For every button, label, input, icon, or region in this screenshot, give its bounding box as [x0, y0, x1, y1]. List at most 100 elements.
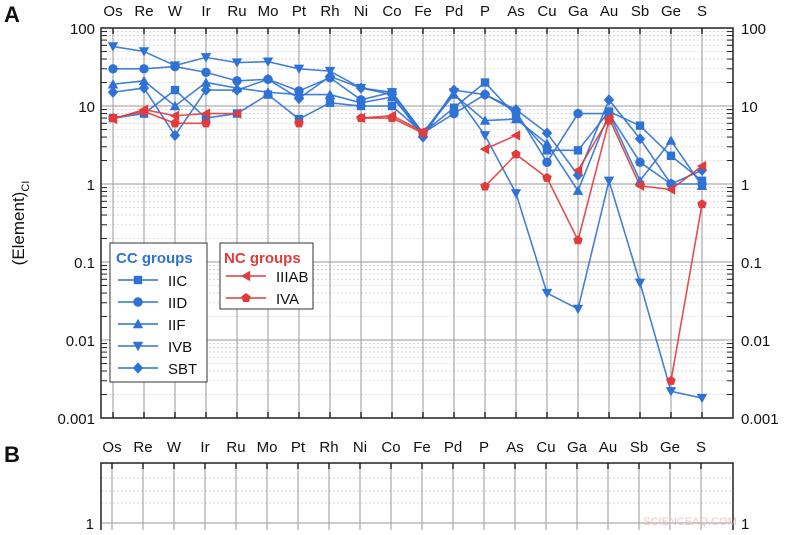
- data-point-iid-ga: [573, 108, 583, 119]
- data-point-iic-p: [480, 78, 490, 87]
- data-point-iid-pd: [449, 108, 459, 119]
- data-point-iiiab-ge: [665, 184, 676, 195]
- data-point-sbt-ni: [355, 82, 367, 94]
- data-point-iif-as: [510, 113, 522, 124]
- data-point-iid-os: [108, 64, 118, 74]
- series-line-sbt: [112, 75, 703, 186]
- data-point-sbt-rh: [324, 70, 336, 83]
- series-sbt: [107, 70, 708, 190]
- series-line-ivb: [112, 45, 703, 399]
- data-point-ivb-os: [107, 42, 119, 52]
- panel-b-category-label-ni: Ni: [353, 439, 367, 456]
- legend-label-ivb: IVB: [168, 339, 192, 356]
- data-point-iic-cu: [542, 146, 552, 155]
- data-point-ivb-w: [169, 61, 181, 71]
- data-point-sbt-pd: [448, 84, 460, 96]
- legend-marker-ivb: [132, 341, 144, 352]
- data-point-ivb-p: [479, 131, 491, 141]
- data-point-iiiab-sb: [634, 180, 645, 191]
- data-point-sbt-pt: [293, 92, 305, 105]
- series-iva: [108, 106, 707, 385]
- watermark: SCIENCEAQ.COM: [643, 516, 737, 528]
- data-point-iva-fe: [418, 128, 428, 138]
- data-point-iif-cu: [541, 138, 553, 148]
- data-point-iic-sb: [635, 121, 645, 130]
- legend-label-iid: IID: [168, 295, 187, 312]
- y-tick-label-right: 0.01: [741, 333, 770, 350]
- panel-b-category-label-ru: Ru: [226, 439, 245, 456]
- panel-a-series: [107, 42, 708, 404]
- data-point-sbt-p: [479, 88, 491, 101]
- data-point-ivb-ir: [200, 53, 212, 63]
- category-label-ga: Ga: [568, 3, 589, 20]
- data-point-iif-mo: [262, 87, 274, 97]
- y-tick-label-right: 100: [741, 21, 766, 38]
- category-label-pt: Pt: [292, 3, 307, 20]
- data-point-iif-os: [107, 79, 119, 89]
- data-point-iva-as: [511, 149, 521, 159]
- data-point-sbt-sb: [634, 133, 646, 145]
- panel-b-category-label-os: Os: [102, 439, 121, 456]
- panel-b-category-label-ge: Ge: [660, 439, 680, 456]
- data-point-sbt-w: [169, 129, 181, 142]
- series-line-iva: [112, 110, 206, 125]
- series-line-iiiab: [484, 134, 517, 150]
- data-point-iva-co: [387, 113, 397, 123]
- y-tick-label: 100: [70, 21, 95, 38]
- category-label-fe: Fe: [414, 3, 432, 20]
- category-label-os: Os: [103, 3, 122, 20]
- data-point-iif-p: [479, 115, 491, 125]
- data-point-iid-cu: [542, 157, 552, 167]
- data-point-iva-re: [139, 106, 149, 116]
- data-point-iva-au: [604, 115, 614, 125]
- legend-marker-iic: [133, 275, 143, 285]
- data-point-iic-ga: [573, 146, 583, 155]
- data-point-iva-cu: [542, 172, 552, 182]
- data-point-iif-w: [169, 100, 181, 111]
- category-label-re: Re: [134, 3, 153, 20]
- legend-cc-groups: CC groups IIC IID IIF IVB SBT: [109, 242, 208, 383]
- panel-b-category-label-as: As: [506, 439, 524, 456]
- category-label-s: S: [697, 3, 707, 20]
- data-point-iva-p: [480, 181, 490, 191]
- panel-a-y-tick-labels: 100 100 10 10 1 1 0.1 0.1 0.01 0.01 0.001 0.001: [57, 21, 778, 428]
- panel-b-category-label-mo: Mo: [257, 439, 278, 456]
- data-point-iva-pt: [294, 118, 304, 128]
- panel-b-frame: [100, 462, 734, 531]
- data-point-iif-ga: [572, 185, 584, 195]
- data-point-ivb-ga: [572, 304, 584, 315]
- category-label-ru: Ru: [227, 3, 246, 20]
- category-label-sb: Sb: [631, 3, 649, 20]
- legend-label-iva: IVA: [276, 291, 299, 308]
- panel-b-category-label-ir: Ir: [200, 439, 209, 456]
- panel-b-category-label-pd: Pd: [444, 439, 462, 456]
- data-point-iif-s: [696, 180, 708, 190]
- legend-nc-title: NC groups: [224, 250, 301, 267]
- y-tick-label-right: 0.001: [741, 411, 779, 428]
- series-line-iic: [112, 81, 703, 182]
- panel-b-category-label-cu: Cu: [536, 439, 555, 456]
- data-point-iif-rh: [324, 89, 336, 99]
- panel-b-y-tick-1-right: 1: [741, 516, 749, 530]
- legend-marker-iid: [133, 297, 143, 307]
- data-point-iiiab-ir: [200, 108, 211, 119]
- data-point-sbt-ir: [200, 84, 212, 96]
- panel-b-category-labels: Os Re W Ir Ru Mo Pt Rh Ni Co Fe Pd P As Cu Ga Au Sb Ge S: [102, 439, 706, 456]
- data-point-sbt-mo: [262, 73, 274, 85]
- data-point-ivb-mo: [262, 57, 274, 67]
- data-point-ivb-au: [603, 176, 615, 186]
- data-point-ivb-s: [696, 393, 708, 404]
- data-point-iiiab-ga: [572, 165, 583, 176]
- category-label-rh: Rh: [320, 3, 339, 20]
- data-point-ivb-ge: [665, 387, 677, 397]
- category-label-au: Au: [600, 3, 618, 20]
- legend-cc-title: CC groups: [116, 250, 193, 267]
- data-point-ivb-ru: [231, 58, 243, 68]
- legend-marker-sbt: [132, 362, 144, 374]
- category-label-cu: Cu: [537, 3, 556, 20]
- data-point-ivb-re: [138, 47, 150, 57]
- y-tick-label: 10: [78, 99, 95, 116]
- data-point-iic-rh: [325, 98, 335, 107]
- panel-a-category-labels: Os Re W Ir Ru Mo Pt Rh Ni Co Fe Pd P As Cu Ga Au Sb Ge S: [103, 3, 707, 20]
